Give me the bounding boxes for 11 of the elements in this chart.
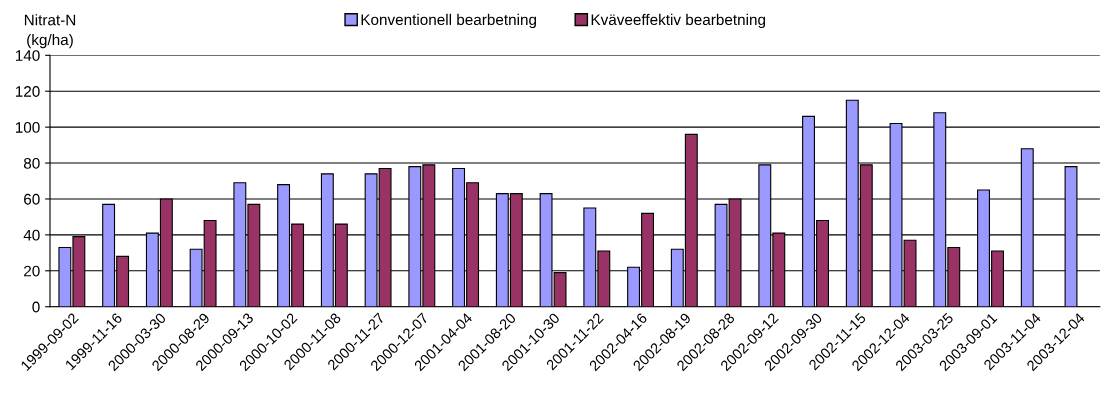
y-axis-title: Nitrat-N (kg/ha) — [24, 14, 76, 49]
legend-label: Konventionell bearbetning — [361, 13, 536, 29]
y-tick-label: 120 — [15, 86, 40, 97]
y-tick-label: 80 — [23, 157, 40, 169]
y-tick-label: 140 — [15, 50, 40, 61]
y-tick-label: 40 — [23, 229, 40, 241]
y-tick-label: 20 — [24, 265, 40, 277]
y-tick-label: 0 — [32, 301, 40, 313]
y-tick-label: 60 — [24, 193, 40, 205]
legend-label: Kväveeffektiv bearbetning — [591, 13, 765, 29]
y-tick-label: 100 — [15, 122, 40, 133]
